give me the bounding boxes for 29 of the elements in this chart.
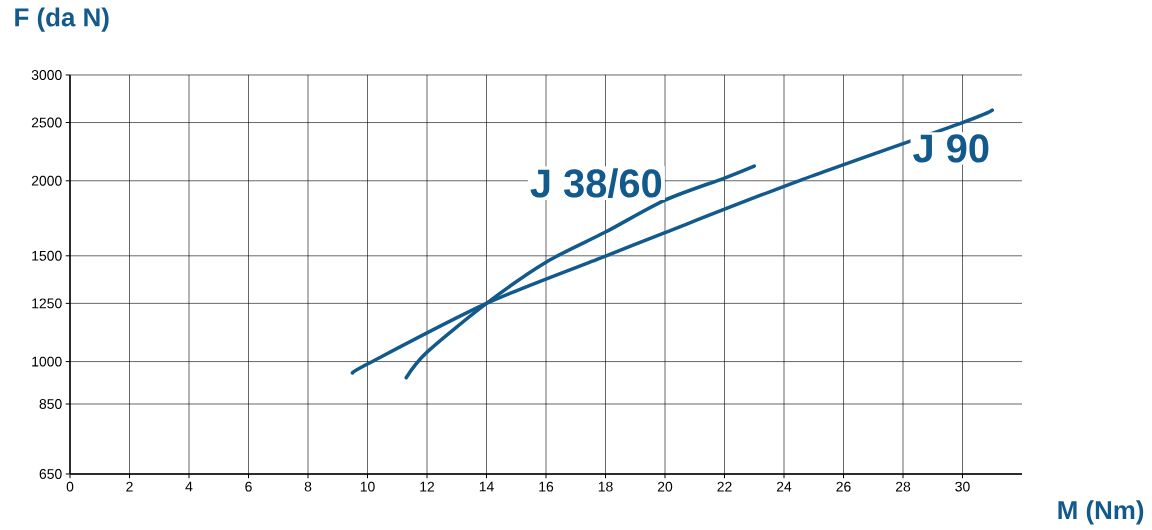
line-series [350, 108, 995, 375]
x-tick-label: 28 [895, 481, 911, 492]
x-axis-title: M (Nm) [1058, 500, 1144, 525]
y-axis-title: F (da N) [15, 7, 109, 32]
x-tick-label: 10 [360, 481, 375, 492]
y-tick-label: 3000 [31, 70, 62, 80]
y-tick-label: 850 [39, 399, 62, 409]
x-tick-label: 20 [657, 481, 673, 492]
x-tick-label: 24 [776, 481, 792, 492]
y-tick-label: 1250 [32, 298, 62, 309]
x-tick-label: 2 [126, 481, 133, 492]
y-tick-label: 2000 [31, 175, 62, 186]
y-tick-label: 650 [39, 469, 62, 479]
x-tick-label: 26 [836, 481, 851, 492]
x-tick-label: 18 [598, 481, 613, 492]
x-tick-label: 0 [66, 481, 74, 492]
x-tick-label: 30 [955, 481, 970, 492]
y-tick-label: 1500 [32, 250, 62, 261]
x-tick-label: 4 [185, 481, 193, 492]
x-tick-label: 8 [304, 481, 312, 492]
x-tick-label: 22 [717, 481, 732, 492]
x-tick-label: 12 [420, 481, 435, 492]
x-tick-label: 14 [479, 481, 494, 492]
series-label: J 38/60 [530, 168, 662, 198]
x-tick-label: 6 [245, 481, 252, 492]
series-label: J 90 [913, 134, 989, 163]
y-tick-label: 2500 [31, 117, 62, 128]
x-tick-label: 16 [539, 481, 554, 492]
y-tick-label: 1000 [32, 356, 62, 367]
